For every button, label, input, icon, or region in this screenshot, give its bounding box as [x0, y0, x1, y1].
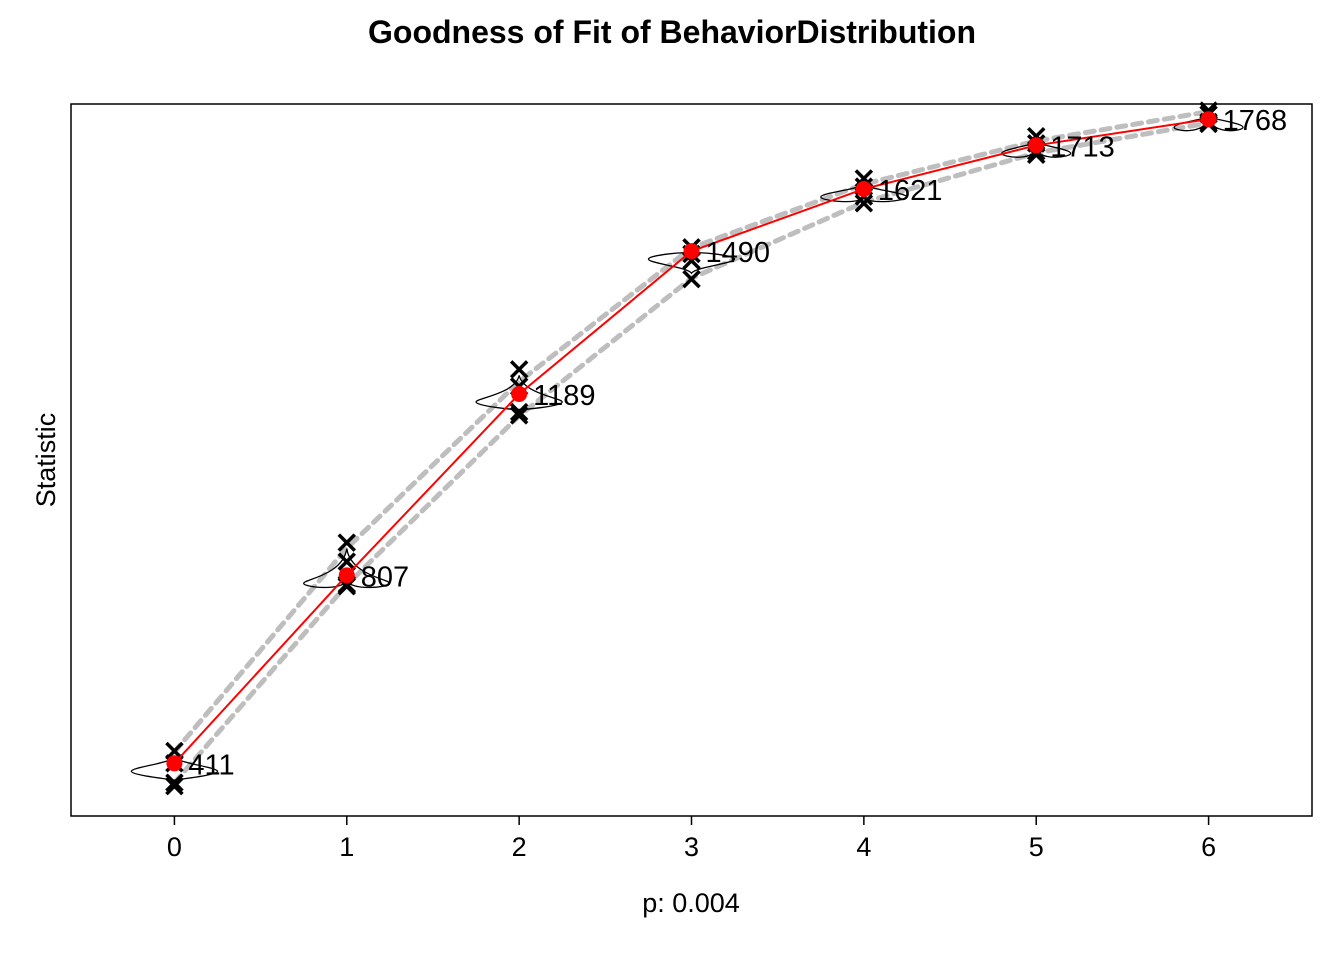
simulated-max-marker — [509, 360, 529, 379]
observed-data-label: 1490 — [706, 237, 771, 269]
simulated-lower-band-line — [171, 120, 1212, 786]
observed-data-label: 1768 — [1223, 105, 1288, 137]
x-marker-stroke — [509, 360, 529, 379]
simulated-upper-band-line — [171, 109, 1212, 755]
x-tick-label: 3 — [684, 832, 699, 862]
x-tick-label: 2 — [512, 832, 527, 862]
x-marker-stroke — [682, 269, 701, 289]
violin — [475, 375, 563, 411]
x-axis-label: p: 0.004 — [642, 888, 740, 918]
x-tick-label: 4 — [856, 832, 871, 862]
x-tick-label: 6 — [1201, 832, 1216, 862]
simulated-min-marker — [854, 193, 874, 213]
observed-line — [173, 118, 1209, 764]
plot-area: 411 807 1189 1490 1621 1713 1768 — [130, 101, 1288, 796]
x-axis: 0 1 2 3 4 5 6 — [167, 816, 1216, 862]
x-marker-stroke — [854, 193, 874, 213]
observed-point — [338, 567, 355, 584]
simulated-inner-marker — [165, 773, 184, 793]
x-marker-stroke — [337, 552, 357, 571]
observed-data-label: 1713 — [1050, 131, 1115, 163]
simulated-min-marker — [509, 406, 529, 425]
observed-data-label: 1621 — [878, 175, 943, 207]
observed-point — [683, 243, 700, 260]
simulated-inner-marker — [337, 552, 357, 571]
simulated-inner-marker — [509, 402, 529, 422]
x-tick-label: 1 — [339, 832, 354, 862]
y-axis-label: Statistic — [31, 413, 61, 508]
observed-point — [166, 755, 183, 772]
observed-point — [511, 386, 528, 403]
simulated-min-marker — [682, 269, 701, 289]
observed-point — [1200, 111, 1217, 128]
simulated-min-marker — [165, 776, 184, 796]
x-marker-stroke — [165, 773, 184, 793]
x-marker-stroke — [509, 402, 529, 422]
observed-data-label: 411 — [188, 749, 234, 781]
observed-point — [1028, 137, 1045, 154]
violin — [130, 755, 219, 781]
x-marker-stroke — [337, 533, 357, 552]
chart-title: Goodness of Fit of BehaviorDistribution — [368, 14, 976, 50]
x-tick-label: 5 — [1029, 832, 1044, 862]
observed-data-label: 807 — [361, 561, 409, 593]
observed-point — [855, 180, 872, 197]
plot-frame — [70, 103, 1313, 817]
x-marker-stroke — [165, 776, 184, 796]
observed-data-label: 1189 — [533, 380, 595, 412]
simulated-max-marker — [337, 533, 357, 552]
x-tick-label: 0 — [167, 832, 182, 862]
violin — [647, 252, 736, 275]
x-marker-stroke — [509, 406, 529, 425]
